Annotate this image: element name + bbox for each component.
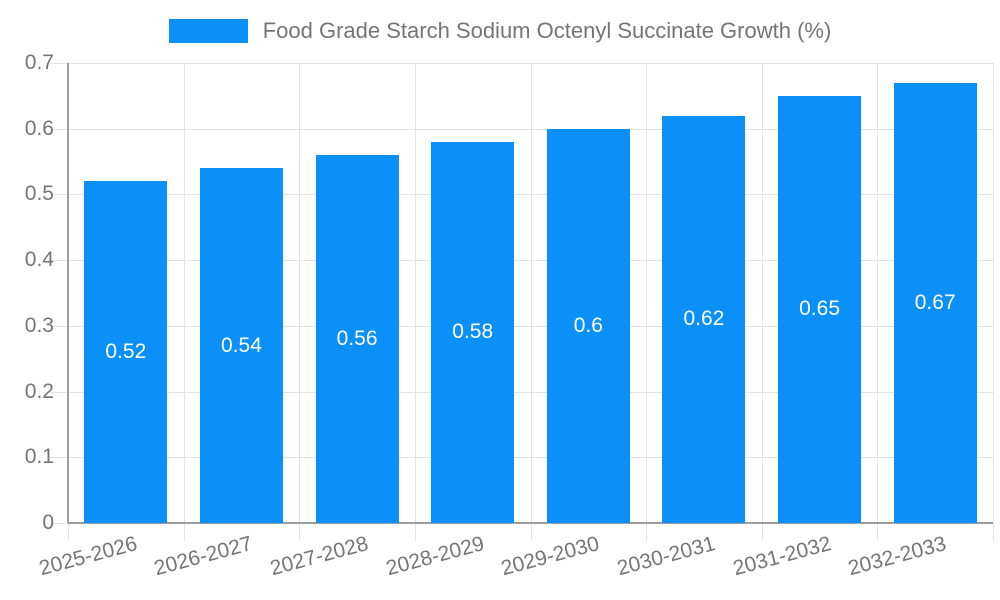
bar-2027-2028[interactable]: 0.56 (315, 155, 399, 523)
bar-value-label: 0.54 (221, 333, 262, 357)
bar-value-label: 0.65 (799, 297, 840, 321)
y-axis-tick-label: 0.6 (24, 116, 54, 140)
gridline-v (761, 63, 763, 541)
legend-swatch[interactable] (168, 19, 248, 43)
y-axis-tick-label: 0.7 (24, 51, 54, 74)
bar-2026-2027[interactable]: 0.54 (199, 168, 283, 523)
y-axis-tick-label: 0.1 (24, 445, 54, 469)
y-axis-tick-label: 0.4 (24, 248, 54, 272)
bar-2025-2026[interactable]: 0.52 (84, 181, 168, 523)
bar-value-label: 0.56 (336, 327, 378, 350)
gridline-h (50, 325, 993, 327)
gridline-h (50, 128, 993, 130)
gridline-v (646, 63, 648, 541)
bar-2028-2029[interactable]: 0.58 (431, 141, 515, 523)
bar-2029-2030[interactable]: 0.6 (546, 128, 630, 523)
bar-2030-2031[interactable]: 0.62 (662, 115, 746, 523)
bar-value-label: 0.62 (683, 307, 725, 331)
y-axis-tick-label: 0.5 (24, 182, 54, 206)
y-axis-tick-label: 0 (42, 511, 54, 534)
x-axis-line (68, 522, 993, 524)
gridline-h (50, 63, 993, 64)
bar-2032-2033[interactable]: 0.67 (893, 82, 977, 523)
gridline-v (877, 63, 879, 541)
bar-2031-2032[interactable]: 0.65 (778, 95, 862, 523)
legend[interactable]: Food Grade Starch Sodium Octenyl Succina… (0, 18, 1000, 44)
bar-value-label: 0.6 (573, 313, 603, 337)
gridline-v (993, 63, 994, 541)
gridline-v (414, 63, 416, 541)
legend-label: Food Grade Starch Sodium Octenyl Succina… (262, 18, 832, 43)
bar-value-label: 0.67 (914, 290, 956, 314)
y-axis-tick-label: 0.3 (24, 313, 54, 337)
gridline-h (50, 260, 993, 262)
gridline-h (50, 457, 993, 459)
gridline-v (183, 63, 185, 541)
gridline-h (50, 194, 993, 196)
y-axis-tick-label: 0.2 (24, 379, 54, 403)
gridline-v (530, 63, 532, 541)
bar-value-label: 0.58 (452, 320, 494, 344)
y-axis-line (67, 63, 69, 523)
gridline-h (50, 391, 993, 393)
bar-value-label: 0.52 (105, 340, 147, 364)
gridline-v (299, 63, 301, 541)
